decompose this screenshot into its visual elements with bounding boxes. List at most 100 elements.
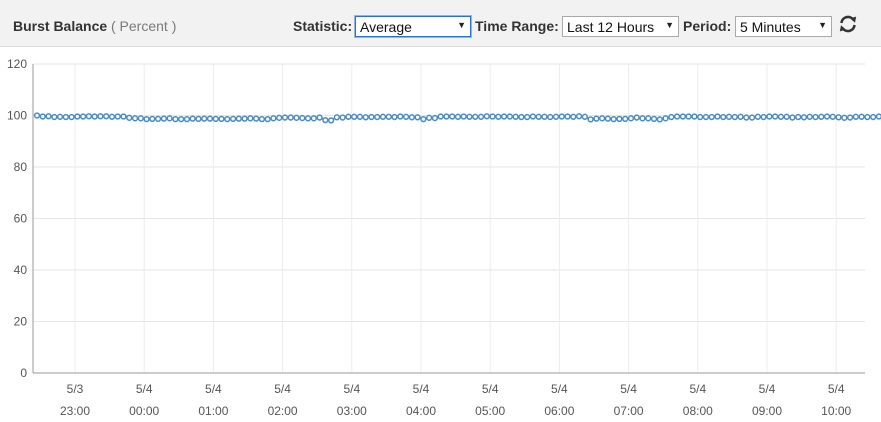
data-point [108, 113, 116, 120]
data-point [126, 114, 133, 121]
x-tick-time: 05:00 [475, 404, 505, 418]
x-tick-time: 00:00 [129, 404, 159, 418]
data-point [120, 113, 127, 120]
x-tick-time: 23:00 [60, 404, 90, 418]
x-tick-time: 07:00 [614, 404, 644, 418]
y-tick-label: 120 [7, 57, 27, 71]
data-point [224, 115, 231, 123]
data-point [846, 114, 854, 121]
x-tick-time: 09:00 [752, 404, 782, 418]
data-point [720, 113, 727, 121]
data-point [131, 115, 139, 122]
data-point [535, 113, 542, 120]
data-point [149, 115, 156, 122]
data-point [777, 113, 785, 120]
data-point [823, 113, 831, 120]
data-point [356, 113, 364, 120]
x-tick-time: 02:00 [268, 404, 298, 418]
x-tick-date: 5/4 [274, 382, 291, 396]
data-point [293, 114, 300, 121]
x-tick-time: 04:00 [406, 404, 436, 418]
data-point [166, 115, 173, 122]
data-point [62, 113, 69, 121]
data-point [748, 114, 756, 121]
x-tick-time: 06:00 [544, 404, 574, 418]
data-point [743, 114, 750, 121]
dropdown-arrow-icon: ▼ [818, 20, 827, 30]
x-tick-time: 08:00 [683, 404, 713, 418]
data-point [800, 114, 808, 121]
data-point [760, 113, 767, 121]
data-point [212, 115, 219, 122]
x-tick-date: 5/4 [136, 382, 153, 396]
refresh-button[interactable] [837, 13, 859, 35]
x-tick-date: 5/4 [689, 382, 706, 396]
data-point [351, 113, 358, 120]
metric-title: Burst Balance [13, 18, 108, 34]
data-point [466, 113, 473, 120]
data-point [702, 113, 710, 121]
data-point [333, 114, 341, 121]
data-point [51, 113, 58, 121]
data-point [477, 113, 485, 120]
data-point [316, 114, 323, 121]
data-point [766, 113, 773, 120]
data-point [345, 113, 352, 120]
x-tick-date: 5/4 [482, 382, 499, 396]
data-point [385, 113, 392, 120]
time-range-select[interactable]: Last 12 Hours ▼ [562, 16, 679, 37]
y-tick-label: 100 [7, 109, 27, 123]
data-point [500, 113, 508, 120]
data-point [229, 115, 237, 122]
data-point [737, 113, 744, 120]
data-point [506, 113, 514, 120]
data-point [45, 113, 52, 120]
data-point [454, 113, 462, 120]
data-point [339, 114, 346, 121]
data-point [460, 113, 467, 120]
data-point [420, 115, 427, 123]
data-point [374, 113, 381, 121]
data-point [754, 113, 761, 120]
x-tick-date: 5/4 [413, 382, 430, 396]
y-tick-label: 0 [20, 366, 27, 380]
data-point [668, 113, 675, 121]
data-point [391, 113, 398, 121]
data-point [812, 113, 819, 121]
data-point [114, 113, 121, 120]
data-point [771, 113, 779, 120]
data-point [276, 114, 283, 121]
data-point [789, 114, 796, 121]
data-point [322, 116, 329, 124]
data-point [310, 115, 317, 122]
data-point [656, 116, 663, 123]
data-point [299, 114, 306, 122]
data-point [362, 114, 369, 121]
data-point [178, 115, 185, 123]
data-point [529, 113, 537, 120]
data-point [714, 113, 721, 120]
data-point [731, 113, 738, 121]
statistic-select[interactable]: Average ▼ [355, 16, 471, 37]
data-point [639, 115, 646, 122]
period-select[interactable]: 5 Minutes ▼ [735, 16, 832, 37]
data-point [137, 115, 144, 122]
data-point [402, 113, 410, 120]
x-tick-date: 5/4 [343, 382, 360, 396]
data-point [489, 113, 496, 120]
data-point [547, 113, 554, 121]
data-point [708, 113, 715, 121]
data-point [604, 115, 612, 122]
data-point [593, 115, 600, 122]
data-point [437, 113, 444, 120]
data-point [408, 114, 415, 121]
data-point [570, 113, 577, 120]
data-point [368, 113, 375, 121]
data-point [183, 115, 191, 123]
statistic-label: Statistic: [293, 18, 353, 34]
data-point [610, 115, 617, 123]
data-point [662, 115, 669, 122]
x-axis: 5/3 23:00 5/4 00:00 5/4 01:00 5/4 02:00 5/4 03:00… [33, 372, 865, 418]
data-point [627, 115, 635, 122]
data-point [575, 113, 583, 120]
